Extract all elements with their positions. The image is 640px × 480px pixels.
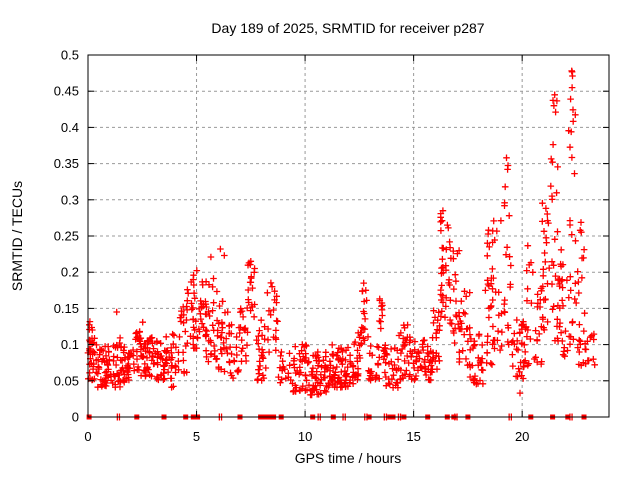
y-tick-label: 0.05 bbox=[54, 373, 79, 388]
y-tick-label: 0.3 bbox=[61, 192, 79, 207]
x-tick-label: 10 bbox=[298, 429, 312, 444]
x-tick-label: 5 bbox=[193, 429, 200, 444]
scatter-plus-markers bbox=[84, 67, 598, 399]
y-tick-label: 0.25 bbox=[54, 229, 79, 244]
y-tick-label: 0.1 bbox=[61, 337, 79, 352]
y-tick-label: 0.5 bbox=[61, 48, 79, 63]
y-tick-label: 0.35 bbox=[54, 156, 79, 171]
axes-frame-layer bbox=[87, 54, 610, 418]
chart-title: Day 189 of 2025, SRMTID for receiver p28… bbox=[211, 20, 484, 36]
scatter-points-layer bbox=[84, 67, 598, 399]
x-tick-label: 20 bbox=[515, 429, 529, 444]
x-tick-label: 15 bbox=[406, 429, 420, 444]
y-tick-label: 0.15 bbox=[54, 301, 79, 316]
y-tick-label: 0.4 bbox=[61, 120, 79, 135]
x-axis-label: GPS time / hours bbox=[295, 450, 402, 466]
y-tick-label: 0 bbox=[72, 410, 79, 425]
tick-labels-layer: 0 5 10 15 20 0 0.05 0.1 0.15 0.2 0.25 0.3 0.35 0.4 0.4… bbox=[54, 48, 530, 445]
y-tick-label: 0.2 bbox=[61, 265, 79, 280]
y-tick-label: 0.45 bbox=[54, 84, 79, 99]
x-tick-label: 0 bbox=[84, 429, 91, 444]
y-axis-label: SRMTID / TECUs bbox=[9, 181, 25, 291]
